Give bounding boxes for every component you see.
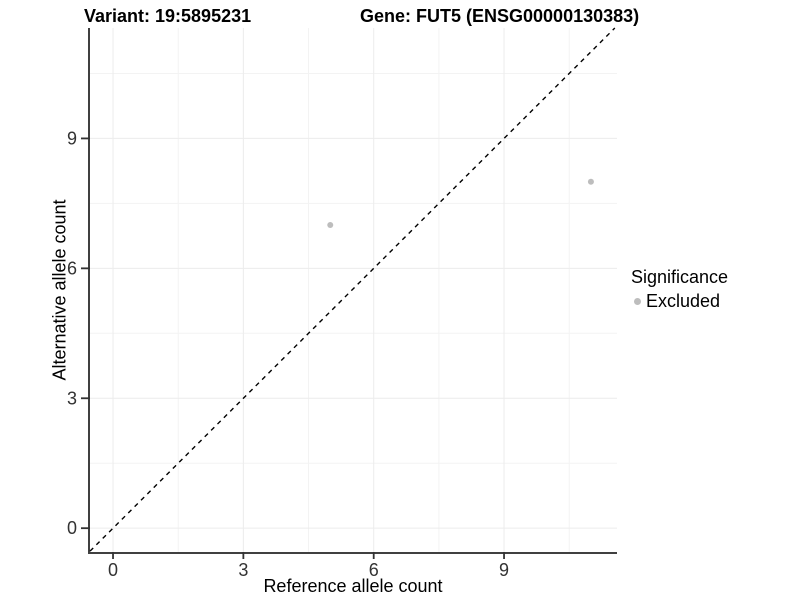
y-tick-label: 9: [67, 128, 77, 148]
x-axis-ticks: 0 3 6 9: [108, 552, 509, 580]
data-point: [327, 222, 334, 229]
x-axis-title: Reference allele count: [263, 576, 443, 596]
x-tick-label: 9: [499, 560, 509, 580]
plot-panel: 0 3 6 9 0 3 6 9: [67, 27, 617, 580]
legend-item-label: Excluded: [646, 291, 721, 311]
x-tick-label: 0: [108, 560, 118, 580]
data-point: [587, 178, 594, 185]
legend-item-excluded: Excluded: [634, 291, 728, 312]
y-axis-ticks: 0 3 6 9: [67, 128, 90, 538]
x-tick-label: 6: [369, 560, 379, 580]
legend: Significance Excluded: [631, 267, 728, 312]
plot-title-variant: Variant: 19:5895231: [84, 6, 252, 26]
y-tick-label: 6: [67, 258, 77, 278]
y-axis-title: Alternative allele count: [49, 199, 70, 381]
series-excluded: [327, 178, 594, 229]
scatter-plot-canvas: 0 3 6 9 0 3 6 9: [67, 27, 617, 580]
y-tick-label: 0: [67, 518, 77, 538]
x-tick-label: 3: [238, 560, 248, 580]
grid-minor: [90, 28, 617, 552]
legend-point-icon: [634, 298, 641, 305]
y-tick-label: 3: [67, 388, 77, 408]
grid-major: [90, 28, 617, 552]
identity-dashed-line: [89, 27, 616, 552]
plot-title-gene: Gene: FUT5 (ENSG00000130383): [360, 6, 640, 26]
legend-title: Significance: [631, 267, 729, 287]
